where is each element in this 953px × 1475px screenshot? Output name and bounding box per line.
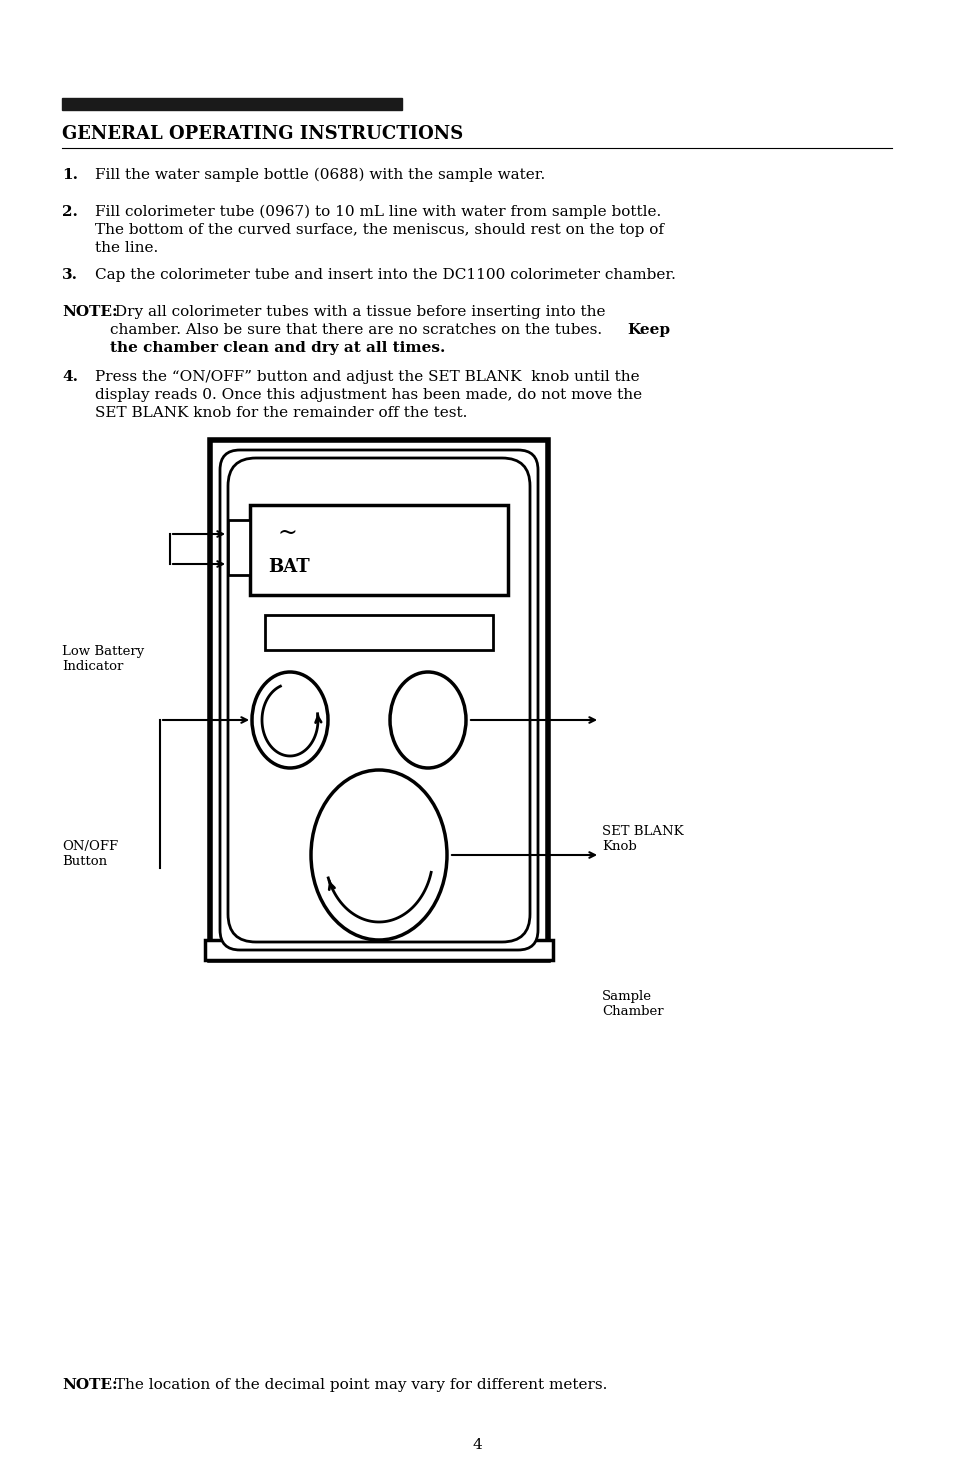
Bar <box>250 504 507 594</box>
Text: display reads 0. Once this adjustment has been made, do not move the: display reads 0. Once this adjustment ha… <box>95 388 641 403</box>
Bar <box>210 440 547 960</box>
FancyBboxPatch shape <box>228 459 530 943</box>
FancyBboxPatch shape <box>220 450 537 950</box>
Bar <box>62 97 401 111</box>
Text: GENERAL OPERATING INSTRUCTIONS: GENERAL OPERATING INSTRUCTIONS <box>62 125 463 143</box>
Bar <box>265 615 493 650</box>
Text: 3.: 3. <box>62 268 78 282</box>
Text: Cap the colorimeter tube and insert into the DC1100 colorimeter chamber.: Cap the colorimeter tube and insert into… <box>95 268 675 282</box>
Text: Keep: Keep <box>626 323 669 336</box>
Text: NOTE:: NOTE: <box>62 305 117 319</box>
Text: Fill the water sample bottle (0688) with the sample water.: Fill the water sample bottle (0688) with… <box>95 168 545 183</box>
Text: 1.: 1. <box>62 168 78 181</box>
Text: NOTE:: NOTE: <box>62 1378 117 1392</box>
Text: The bottom of the curved surface, the meniscus, should rest on the top of: The bottom of the curved surface, the me… <box>95 223 663 237</box>
Text: SET BLANK
Knob: SET BLANK Knob <box>601 825 683 853</box>
Bar <box>228 521 250 575</box>
Ellipse shape <box>390 673 465 768</box>
Text: Sample
Chamber: Sample Chamber <box>601 990 663 1018</box>
Ellipse shape <box>252 673 328 768</box>
Text: Fill colorimeter tube (0967) to 10 mL line with water from sample bottle.: Fill colorimeter tube (0967) to 10 mL li… <box>95 205 660 220</box>
Text: Low Battery
Indicator: Low Battery Indicator <box>62 645 144 673</box>
Text: Press the “ON/OFF” button and adjust the SET BLANK  knob until the: Press the “ON/OFF” button and adjust the… <box>95 370 639 384</box>
Text: The location of the decimal point may vary for different meters.: The location of the decimal point may va… <box>110 1378 607 1392</box>
Text: 4: 4 <box>472 1438 481 1451</box>
Text: SET BLANK knob for the remainder off the test.: SET BLANK knob for the remainder off the… <box>95 406 467 420</box>
Text: the chamber clean and dry at all times.: the chamber clean and dry at all times. <box>110 341 445 355</box>
Bar <box>205 940 553 960</box>
Text: Dry all colorimeter tubes with a tissue before inserting into the: Dry all colorimeter tubes with a tissue … <box>110 305 605 319</box>
Text: the line.: the line. <box>95 240 158 255</box>
Ellipse shape <box>311 770 447 940</box>
Text: ON/OFF
Button: ON/OFF Button <box>62 839 118 867</box>
Text: 2.: 2. <box>62 205 78 218</box>
Text: ~: ~ <box>277 522 297 544</box>
Text: BAT: BAT <box>268 558 310 577</box>
Text: 4.: 4. <box>62 370 78 384</box>
Text: chamber. Also be sure that there are no scratches on the tubes.: chamber. Also be sure that there are no … <box>110 323 606 336</box>
